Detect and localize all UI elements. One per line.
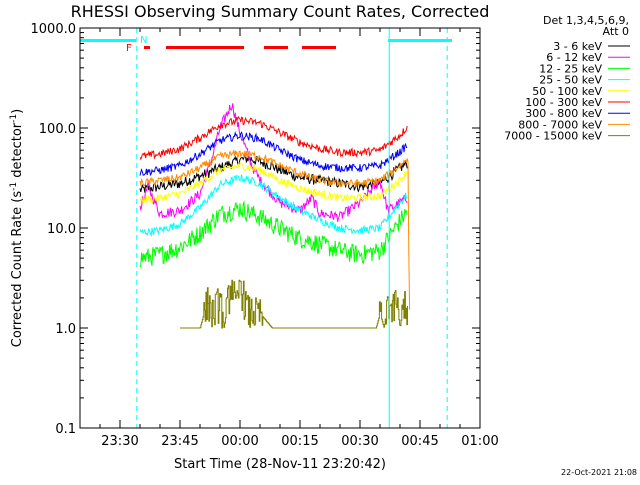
y-tick-label: 100.0 <box>39 122 76 137</box>
night-bar-1 <box>80 39 136 42</box>
legend-header-1: Det 1,3,4,5,6,9, <box>543 14 629 27</box>
chart-title: RHESSI Observing Summary Count Rates, Co… <box>71 2 490 21</box>
y-axis-label-mid: detector <box>10 122 25 182</box>
x-tick-label: 23:30 <box>101 434 138 449</box>
series-line-6 <box>139 115 408 161</box>
series-line-5 <box>139 161 408 205</box>
legend-header-2: Att 0 <box>603 25 629 38</box>
y-axis-label-sup2: -1 <box>9 114 19 123</box>
flare-bar-2 <box>166 46 244 49</box>
series-line-8 <box>139 149 411 310</box>
series-line-7 <box>139 130 408 177</box>
y-axis-label-main: Corrected Count Rate (s <box>10 191 25 348</box>
y-tick-label: 1.0 <box>55 322 76 337</box>
series-line-9 <box>180 279 408 329</box>
legend-entry-label: 100 - 300 keV <box>525 96 602 109</box>
timestamp: 22-Oct-2021 21:08 <box>561 468 637 477</box>
x-tick-label: 23:45 <box>161 434 198 449</box>
flare-bar-1 <box>144 46 150 49</box>
y-axis-label: Corrected Count Rate (s-1 detector-1) <box>9 109 25 347</box>
legend-entry-label: 300 - 800 keV <box>525 107 602 120</box>
flag-bars: NF <box>80 35 452 54</box>
y-tick-label: 0.1 <box>55 422 76 437</box>
series-line-4 <box>139 174 408 238</box>
x-tick-label: 00:45 <box>401 434 438 449</box>
y-axis-label-end: ) <box>10 109 25 114</box>
legend-entry-label: 7000 - 15000 keV <box>504 130 602 143</box>
flare-flag-label: F <box>126 43 132 54</box>
legend-entry-label: 12 - 25 keV <box>539 62 602 75</box>
x-tick-label: 01:00 <box>461 434 498 449</box>
x-axis-label: Start Time (28-Nov-11 23:20:42) <box>174 457 386 472</box>
legend-entry-label: 6 - 12 keV <box>546 51 602 64</box>
series-line-3 <box>139 200 408 268</box>
y-tick-label: 10.0 <box>47 222 76 237</box>
y-tick-label: 1000.0 <box>31 22 77 37</box>
night-bar-2 <box>388 39 452 42</box>
flare-bar-4 <box>274 46 277 49</box>
night-flag-label: N <box>140 35 147 46</box>
flare-bar-5 <box>302 46 336 49</box>
series-line-1 <box>139 153 408 193</box>
series-layer <box>139 103 411 329</box>
axes: 1000.0 100.0 10.0 1.0 0.1 23:30 23:45 00:00 00:1… <box>31 22 499 449</box>
x-tick-label: 00:30 <box>341 434 378 449</box>
legend-entry-label: 50 - 100 keV <box>532 85 602 98</box>
legend-entry-label: 25 - 50 keV <box>539 74 602 87</box>
x-tick-label: 00:00 <box>221 434 258 449</box>
x-tick-label: 00:15 <box>281 434 318 449</box>
legend-entry-label: 800 - 7000 keV <box>518 118 602 131</box>
legend-entry-label: 3 - 6 keV <box>553 40 602 53</box>
y-axis-label-sup1: -1 <box>9 182 19 191</box>
